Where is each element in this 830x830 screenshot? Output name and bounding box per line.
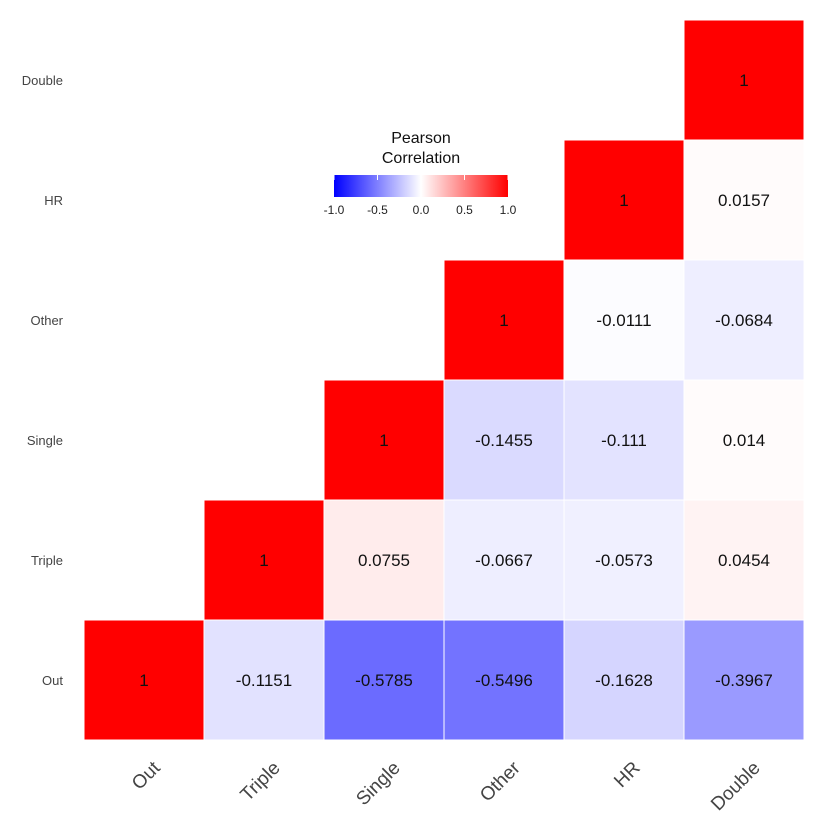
legend-tick-label: 1.0 xyxy=(500,203,517,217)
x-tick-double: Double xyxy=(707,758,764,815)
cell-value-triple-triple: 1 xyxy=(259,551,268,570)
legend-title-line1: Pearson xyxy=(391,130,451,147)
cell-value-single-other: -0.1455 xyxy=(475,431,533,450)
heatmap-cell-single-single xyxy=(323,379,445,501)
y-tick-out: Out xyxy=(42,673,63,688)
y-tick-double: Double xyxy=(22,73,63,88)
heatmap-cell-out-double xyxy=(683,619,805,741)
heatmap-cell-other-other xyxy=(443,259,565,381)
heatmap-cell-out-other xyxy=(443,619,565,741)
cell-value-other-hr: -0.0111 xyxy=(596,311,651,330)
cell-value-triple-other: -0.0667 xyxy=(475,551,533,570)
cell-value-hr-double: 0.0157 xyxy=(718,191,770,210)
heatmap-cells: 1 -0.1151 -0.5785 -0.5496 -0.1628 -0.3967 1 0.0… xyxy=(83,19,805,741)
y-tick-other: Other xyxy=(30,313,63,328)
legend-tick-label: -1.0 xyxy=(324,203,345,217)
legend-colorbar xyxy=(334,175,508,197)
cell-value-out-other: -0.5496 xyxy=(475,671,533,690)
heatmap-cell-single-double xyxy=(683,379,805,501)
heatmap-cell-triple-single xyxy=(323,499,445,621)
heatmap-cell-single-other xyxy=(443,379,565,501)
cell-value-double-double: 1 xyxy=(739,71,748,90)
cell-value-single-single: 1 xyxy=(379,431,388,450)
legend-ticks: -1.0 -0.5 0.0 0.5 1.0 xyxy=(324,175,517,217)
cell-value-triple-double: 0.0454 xyxy=(718,551,770,570)
cell-value-single-hr: -0.111 xyxy=(601,431,647,450)
cell-value-out-hr: -0.1628 xyxy=(595,671,653,690)
x-axis-labels: Out Triple Single Other HR Double xyxy=(128,757,765,815)
x-tick-other: Other xyxy=(476,757,525,806)
cell-value-out-triple: -0.1151 xyxy=(236,671,292,690)
cell-value-other-double: -0.0684 xyxy=(715,311,773,330)
y-axis-labels: Out Triple Single Other HR Double xyxy=(22,73,64,688)
cell-value-triple-hr: -0.0573 xyxy=(595,551,653,570)
cell-value-out-out: 1 xyxy=(139,671,148,690)
heatmap-cell-triple-triple xyxy=(203,499,325,621)
heatmap-cell-double-double xyxy=(683,19,805,141)
heatmap-cell-triple-double xyxy=(683,499,805,621)
x-tick-hr: HR xyxy=(610,758,644,792)
cell-value-out-double: -0.3967 xyxy=(715,671,773,690)
x-tick-out: Out xyxy=(128,757,165,794)
y-tick-single: Single xyxy=(27,433,63,448)
heatmap-cell-out-triple xyxy=(203,619,325,741)
cell-value-triple-single: 0.0755 xyxy=(358,551,410,570)
cell-value-out-single: -0.5785 xyxy=(355,671,413,690)
cell-value-other-other: 1 xyxy=(499,311,508,330)
legend-tick-label: -0.5 xyxy=(367,203,388,217)
y-tick-triple: Triple xyxy=(31,553,63,568)
y-tick-hr: HR xyxy=(44,193,63,208)
heatmap-cell-other-double xyxy=(683,259,805,381)
heatmap-cell-hr-double xyxy=(683,139,805,261)
legend-tick-label: 0.0 xyxy=(413,203,430,217)
heatmap-cell-other-hr xyxy=(563,259,685,381)
cell-value-hr-hr: 1 xyxy=(619,191,628,210)
heatmap-cell-hr-hr xyxy=(563,139,685,261)
x-tick-triple: Triple xyxy=(237,758,285,806)
heatmap-cell-triple-other xyxy=(443,499,565,621)
heatmap-cell-out-hr xyxy=(563,619,685,741)
x-tick-single: Single xyxy=(352,758,404,810)
heatmap-cell-out-out xyxy=(83,619,205,741)
cell-value-single-double: 0.014 xyxy=(723,431,766,450)
legend-tick-label: 0.5 xyxy=(456,203,473,217)
legend: Pearson Correlation -1.0 -0.5 0.0 0.5 1.0 xyxy=(324,130,517,217)
legend-title-line2: Correlation xyxy=(382,150,460,167)
heatmap-cell-triple-hr xyxy=(563,499,685,621)
